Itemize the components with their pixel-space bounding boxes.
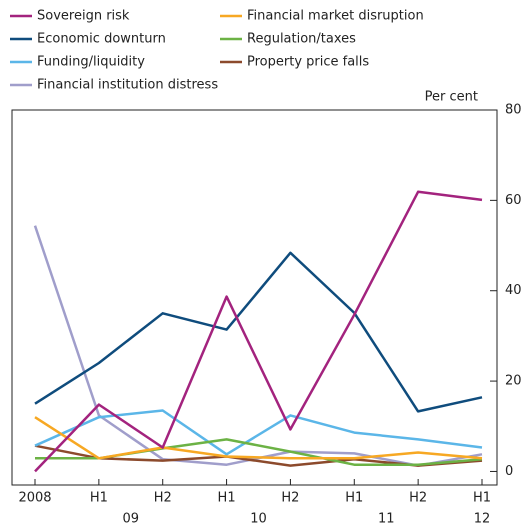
year-label: 10: [250, 512, 267, 527]
year-label: 09: [123, 512, 140, 527]
y-axis-label: Per cent: [425, 90, 478, 105]
x-tick-label: H1: [90, 491, 108, 506]
y-tick-label: 20: [505, 374, 522, 389]
x-tick-label: H1: [345, 491, 363, 506]
series-line: [34, 444, 483, 467]
legend-label: Financial market disruption: [247, 9, 424, 24]
series-line: [34, 190, 483, 473]
legend-label: Financial institution distress: [37, 78, 218, 93]
plot-frame: [11, 109, 498, 486]
y-tick-label: 40: [505, 283, 522, 298]
year-label: 12: [474, 512, 491, 527]
y-tick-label: 80: [505, 103, 522, 118]
series-line: [34, 251, 483, 413]
legend-label: Regulation/taxes: [247, 32, 356, 47]
legend-label: Economic downturn: [37, 32, 166, 47]
series-line: [34, 409, 483, 456]
x-tick-label: H2: [409, 491, 427, 506]
x-tick-label: H1: [218, 491, 236, 506]
legend-label: Property price falls: [247, 55, 369, 70]
series-line: [33, 225, 483, 467]
series-line: [34, 416, 483, 460]
legend-label: Sovereign risk: [37, 9, 130, 24]
x-tick-label: H2: [281, 491, 299, 506]
x-tick-label: H1: [473, 491, 491, 506]
y-tick-label: 60: [505, 193, 522, 208]
x-tick-label: H2: [154, 491, 172, 506]
year-label: 11: [378, 512, 395, 527]
y-tick-label: 0: [505, 464, 513, 479]
x-tick-label: 2008: [18, 491, 51, 506]
legend-label: Funding/liquidity: [37, 55, 145, 70]
